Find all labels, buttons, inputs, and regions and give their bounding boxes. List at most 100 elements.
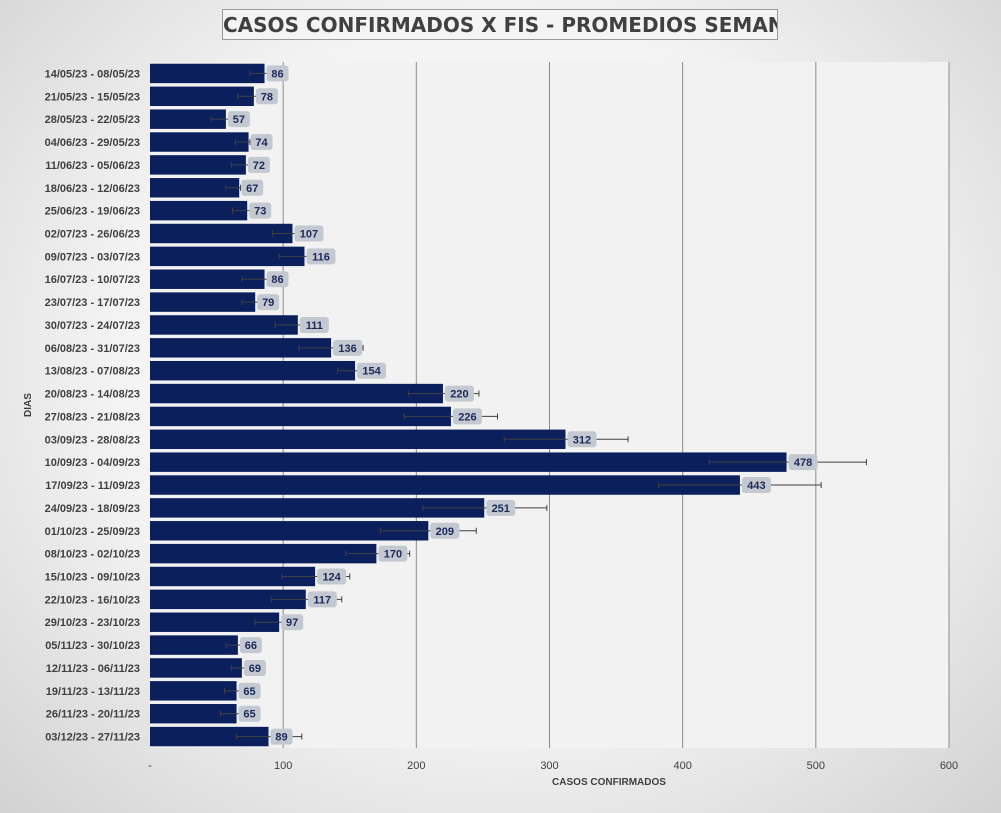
- data-label: 116: [312, 251, 330, 263]
- y-tick-label: 27/08/23 - 21/08/23: [45, 411, 140, 423]
- data-labels: 86 78 57 74 72 67 73 107 116 86 79 111 136 154 220 226 3…: [227, 65, 818, 745]
- y-tick-label: 08/10/23 - 02/10/23: [45, 549, 140, 561]
- bar: [150, 155, 246, 175]
- data-label: 73: [254, 206, 266, 218]
- x-tick-label: 100: [274, 760, 292, 772]
- data-label-box: [250, 134, 273, 151]
- data-label-box: [357, 362, 387, 379]
- y-axis-label: DIAS: [23, 393, 34, 417]
- data-label-box: [241, 179, 264, 196]
- data-label-box: [378, 545, 408, 562]
- bar: [150, 658, 242, 678]
- data-label: 65: [243, 686, 255, 698]
- y-tick-label: 14/05/23 - 08/05/23: [45, 68, 140, 80]
- y-tick-label: 19/11/23 - 13/11/23: [46, 686, 140, 698]
- data-label-box: [227, 111, 250, 128]
- data-label: 57: [233, 114, 245, 126]
- bar: [150, 543, 377, 564]
- data-label-box: [238, 705, 261, 722]
- y-tick-label: 16/07/23 - 10/07/23: [45, 274, 140, 286]
- bar: [150, 521, 429, 541]
- y-tick-label: 09/07/23 - 03/07/23: [45, 251, 140, 263]
- data-label: 136: [338, 343, 356, 355]
- bar: [150, 63, 265, 84]
- bar: [150, 612, 280, 632]
- data-label: 170: [384, 549, 402, 561]
- y-tick-label: 10/09/23 - 04/09/23: [45, 457, 140, 469]
- data-label-box: [238, 682, 261, 699]
- y-tick-label: 01/10/23 - 25/09/23: [45, 526, 140, 538]
- data-label: 220: [450, 389, 468, 401]
- data-label-box: [247, 156, 270, 173]
- bar: [150, 292, 256, 312]
- data-label-box: [270, 728, 293, 745]
- chart-title: CASOS CONFIRMADOS X FIS - PROMEDIOS SEMA…: [222, 9, 778, 40]
- data-label: 97: [286, 617, 298, 629]
- y-tick-label: 06/08/23 - 31/07/23: [45, 343, 140, 355]
- y-tick-label: 15/10/23 - 09/10/23: [45, 572, 140, 584]
- x-tick-label: 400: [673, 760, 691, 772]
- data-label-box: [299, 316, 329, 333]
- bar: [150, 703, 237, 724]
- bar: [150, 246, 305, 267]
- y-tick-label: 12/11/23 - 06/11/23: [46, 663, 140, 675]
- data-label: 251: [492, 503, 510, 515]
- bar: [150, 429, 566, 450]
- y-tick-label: 18/06/23 - 12/06/23: [45, 183, 140, 195]
- bars: [150, 63, 787, 747]
- data-label-box: [333, 339, 363, 356]
- bar: [150, 360, 356, 381]
- y-tick-label: 04/06/23 - 29/05/23: [45, 137, 140, 149]
- data-label-box: [486, 499, 516, 516]
- data-label-box: [741, 477, 771, 494]
- y-tick-label: 25/06/23 - 19/06/23: [45, 206, 140, 218]
- data-label-box: [567, 431, 597, 448]
- y-tick-labels: 14/05/23 - 08/05/23 21/05/23 - 15/05/23 28…: [45, 68, 140, 743]
- data-label-box: [257, 294, 280, 311]
- data-label: 124: [322, 572, 341, 584]
- data-label: 312: [573, 434, 591, 446]
- data-label-box: [307, 591, 337, 608]
- bar: [150, 86, 254, 107]
- data-label-box: [266, 271, 289, 288]
- bar: [150, 452, 787, 472]
- y-tick-label: 21/05/23 - 15/05/23: [45, 91, 140, 103]
- data-label-box: [294, 225, 324, 242]
- data-label: 78: [261, 91, 273, 103]
- y-tick-label: 11/06/23 - 05/06/23: [45, 160, 140, 172]
- data-label-box: [239, 637, 262, 654]
- data-label: 111: [306, 320, 323, 332]
- y-tick-label: 13/08/23 - 07/08/23: [45, 366, 140, 378]
- data-label-box: [317, 568, 347, 585]
- data-label: 66: [245, 640, 257, 652]
- x-axis-label: CASOS CONFIRMADOS: [552, 777, 666, 788]
- data-label: 89: [275, 732, 287, 744]
- data-label: 79: [262, 297, 274, 309]
- y-tick-label: 20/08/23 - 14/08/23: [45, 389, 140, 401]
- bar: [150, 681, 237, 701]
- x-tick-label: 600: [940, 760, 958, 772]
- data-label: 69: [249, 663, 261, 675]
- data-label: 154: [362, 366, 381, 378]
- data-label-box: [452, 408, 482, 425]
- data-label-box: [306, 248, 336, 265]
- bar: [150, 223, 293, 244]
- data-label: 86: [271, 274, 283, 286]
- bar: [150, 315, 298, 335]
- y-tick-label: 03/12/23 - 27/11/23: [45, 732, 140, 744]
- data-label-box: [255, 88, 278, 105]
- y-tick-label: 30/07/23 - 24/07/23: [45, 320, 140, 332]
- data-label: 443: [747, 480, 765, 492]
- data-label: 107: [300, 229, 318, 241]
- x-tick-label: 500: [807, 760, 825, 772]
- x-tick-label: 300: [540, 760, 558, 772]
- bar: [150, 498, 485, 518]
- data-label: 117: [313, 594, 331, 606]
- data-label: 65: [243, 709, 255, 721]
- bar: [150, 269, 265, 289]
- y-tick-label: 24/09/23 - 18/09/23: [45, 503, 140, 515]
- y-tick-label: 05/11/23 - 30/10/23: [45, 640, 140, 652]
- data-label: 478: [794, 457, 812, 469]
- bar: [150, 178, 240, 198]
